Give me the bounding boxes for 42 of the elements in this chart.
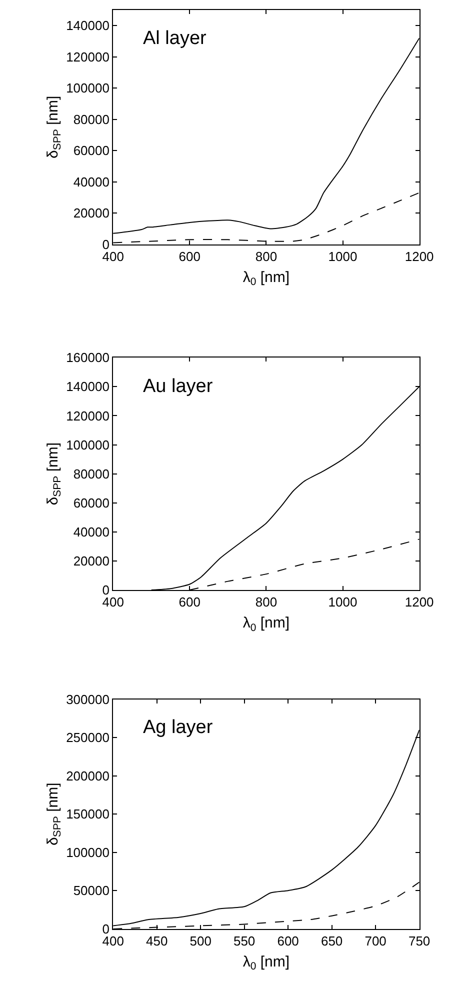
y-tick-label: 100000	[66, 80, 110, 96]
y-tick-label: 60000	[73, 495, 110, 510]
x-tick-label: 600	[178, 248, 200, 264]
y-tick-label: 250000	[66, 730, 110, 746]
y-tick-label: 40000	[73, 524, 110, 540]
x-tick-label: 650	[320, 933, 343, 948]
y-tick-label: 20000	[73, 206, 110, 221]
x-tick-label: 1000	[328, 594, 358, 610]
y-tick-label: 80000	[73, 466, 110, 482]
x-tick-label: 600	[178, 594, 200, 610]
x-axis-title: λ$_{0}$ [nm]	[242, 953, 290, 973]
x-tick-label: 800	[255, 248, 278, 264]
x-tick-label: 450	[146, 933, 168, 948]
y-tick-label: 60000	[73, 143, 110, 158]
x-tick-label: 600	[277, 933, 299, 948]
y-tick-label: 80000	[73, 112, 110, 127]
y-tick-label: 140000	[66, 18, 110, 34]
x-tick-label: 750	[408, 933, 430, 948]
y-tick-label: 120000	[66, 408, 110, 424]
x-tick-label: 1200	[404, 594, 434, 610]
y-tick-label: 20000	[73, 554, 110, 569]
y-tick-label: 40000	[73, 174, 110, 190]
x-tick-label: 500	[190, 933, 212, 948]
y-tick-label: 100000	[66, 844, 110, 860]
x-axis-title: λ$_{0}$ [nm]	[242, 614, 290, 634]
x-tick-label: 700	[364, 933, 386, 948]
x-tick-label: 800	[255, 594, 278, 610]
y-tick-label: 200000	[66, 768, 110, 784]
x-axis-title: λ$_{0}$ [nm]	[242, 268, 290, 288]
y-tick-label: 300000	[66, 692, 110, 707]
annotation: Al layer	[143, 28, 208, 49]
y-tick-label: 120000	[66, 49, 110, 64]
y-tick-label: 140000	[66, 379, 110, 394]
y-tick-label: 50000	[73, 883, 110, 898]
x-tick-label: 1200	[404, 248, 434, 264]
x-tick-label: 1000	[328, 248, 358, 264]
y-tick-label: 100000	[66, 437, 110, 452]
annotation: Au layer	[143, 376, 214, 397]
y-tick-label: 150000	[66, 806, 110, 822]
annotation: Ag layer	[143, 717, 214, 738]
x-tick-label: 550	[233, 933, 256, 948]
y-tick-label: 160000	[66, 350, 110, 366]
